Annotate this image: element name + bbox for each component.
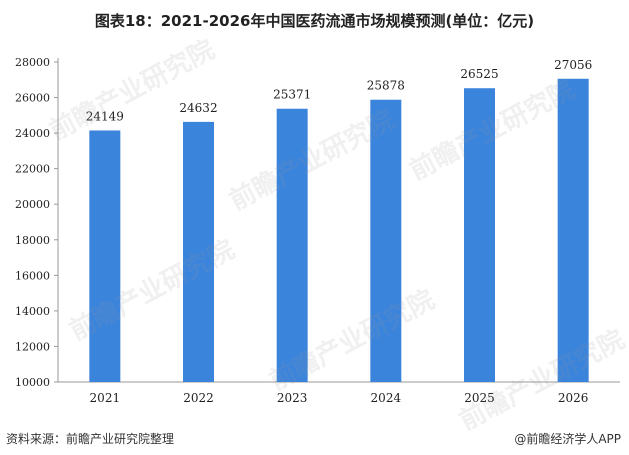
data-label: 26525 — [460, 67, 498, 81]
x-tick-label: 2026 — [558, 391, 589, 405]
bar — [183, 121, 214, 383]
chart-title: 图表18：2021-2026年中国医药流通市场规模预测(单位：亿元) — [94, 12, 535, 30]
y-tick-label: 28000 — [15, 56, 50, 69]
bar — [464, 88, 495, 382]
data-labels: 24149 24632 25371 25878 26525 27056 — [86, 58, 593, 124]
data-label: 27056 — [554, 58, 592, 72]
bar — [557, 78, 589, 382]
bar — [89, 130, 121, 382]
data-label: 25878 — [367, 79, 405, 93]
x-tick-label: 2024 — [371, 391, 402, 405]
bar-chart: 10000 12000 14000 16000 18000 20000 22000 24000… — [15, 56, 620, 405]
y-axis: 10000 12000 14000 16000 18000 20000 22000 24000… — [15, 56, 59, 389]
y-tick-label: 20000 — [15, 198, 50, 211]
y-tick-label: 18000 — [15, 234, 50, 247]
x-tick-label: 2022 — [183, 391, 214, 405]
y-tick-label: 10000 — [15, 376, 50, 389]
y-tick-label: 14000 — [15, 305, 50, 318]
y-tick-label: 24000 — [15, 127, 50, 140]
source-note: 资料来源：前瞻产业研究院整理 — [6, 432, 175, 446]
data-label: 24632 — [179, 101, 217, 115]
x-axis: 2021 2022 2023 2024 2025 2026 — [58, 381, 620, 405]
x-tick-label: 2021 — [90, 391, 121, 405]
brand-note: @前瞻经济学人APP — [514, 432, 621, 446]
bar — [370, 99, 402, 383]
y-tick-label: 16000 — [15, 269, 50, 282]
x-tick-label: 2025 — [464, 391, 495, 405]
bar — [276, 108, 308, 382]
data-label: 25371 — [273, 88, 311, 102]
y-tick-label: 22000 — [15, 163, 50, 176]
y-tick-label: 26000 — [15, 92, 50, 105]
data-label: 24149 — [86, 109, 124, 123]
x-tick-label: 2023 — [277, 391, 308, 405]
y-tick-label: 12000 — [15, 340, 50, 353]
bars — [89, 78, 589, 383]
